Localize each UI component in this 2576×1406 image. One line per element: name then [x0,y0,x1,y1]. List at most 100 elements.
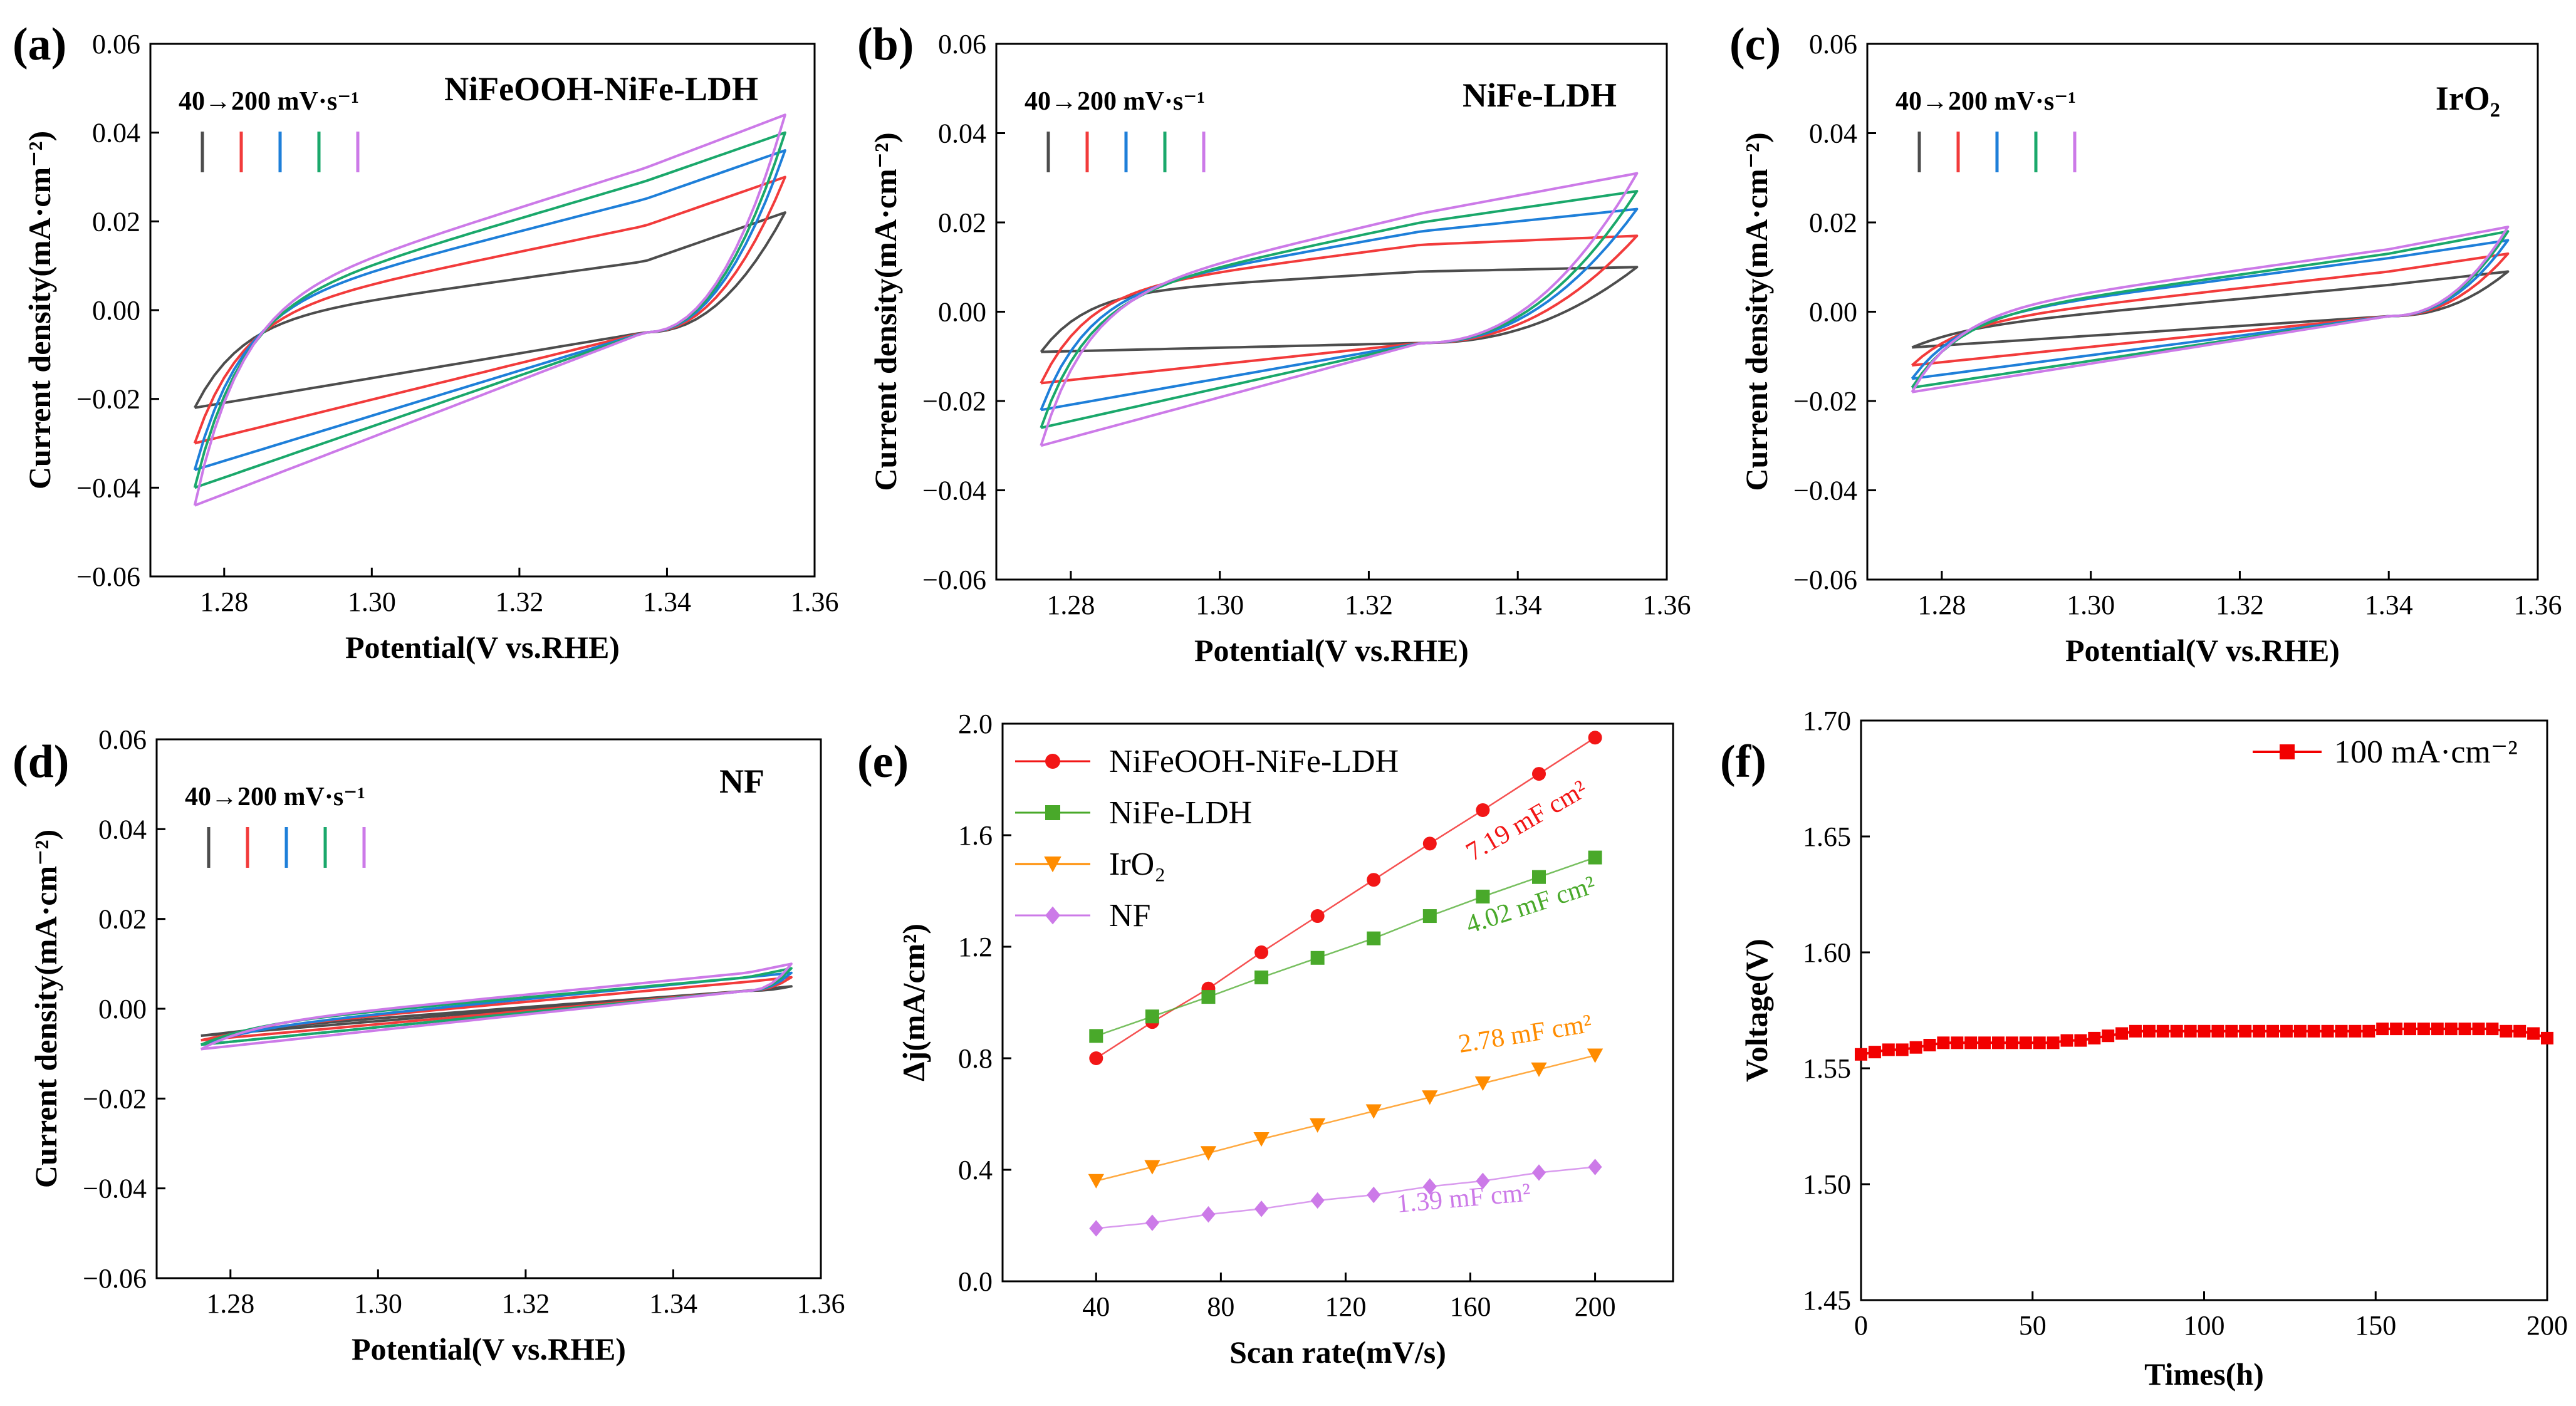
e-y-tick-label: 0.0 [958,1266,993,1297]
f-point-22 [2156,1024,2169,1038]
e-legend-marker-1 [1045,805,1060,820]
f-y-tick-label: 1.50 [1803,1169,1851,1200]
f-point-16 [2074,1034,2087,1047]
f-legend-label: 100 mA·cm⁻² [2334,734,2518,770]
f-point-27 [2225,1024,2238,1038]
c-cv-curve-200-mV-s [1911,226,2510,393]
c-y-tick-label: −0.06 [1793,565,1857,595]
f-point-13 [2033,1036,2046,1049]
f-point-14 [2047,1036,2060,1049]
f-point-39 [2390,1023,2403,1036]
f-point-42 [2431,1023,2444,1036]
b-cv-curve-160-mV-s [1040,190,1639,429]
d-y-tick-label: 0.02 [98,904,147,935]
e-point-0-8 [1532,767,1546,781]
e-point-2-2 [1200,1146,1217,1161]
e-point-3-6 [1422,1178,1437,1195]
f-x-tick-label: 100 [2184,1310,2225,1341]
f-point-37 [2362,1024,2375,1038]
e-point-0-3 [1254,945,1269,959]
d-y-tick-label: −0.06 [83,1263,147,1294]
d-y-tick-label: −0.04 [83,1174,147,1204]
e-fit-line-1 [1095,857,1596,1037]
f-point-15 [2060,1034,2073,1047]
f-panel-letter: (f) [1720,736,1766,788]
panel-d: 1.28 1.30 1.32 1.34 1.36 −0.06 −0.04 −0.02 0.00 0… [13,724,845,1367]
b-y-axis-title: Current density(mA·cm⁻²) [868,132,903,491]
b-x-tick-label: 1.28 [1046,590,1095,620]
b-x-tick-label: 1.32 [1345,590,1393,620]
b-cv-curve-200-mV-s [1040,172,1639,447]
a-y-tick-label: −0.06 [76,561,140,592]
d-cv-curve-40-mV-s [201,985,793,1037]
a-y-tick-label: 0.00 [92,295,140,326]
f-point-2 [1882,1043,1895,1056]
e-x-tick-label: 120 [1325,1291,1366,1322]
f-point-19 [2115,1027,2129,1040]
e-point-1-2 [1201,990,1216,1004]
f-x-tick-label: 200 [2526,1310,2568,1341]
e-point-1-5 [1367,931,1381,945]
c-y-tick-label: 0.00 [1809,297,1857,328]
b-y-tick-label: 0.02 [938,207,986,238]
e-point-1-7 [1476,889,1490,903]
f-point-12 [2019,1036,2032,1049]
d-panel-letter: (d) [13,736,69,788]
f-point-49 [2527,1027,2540,1040]
f-point-17 [2088,1031,2101,1044]
c-y-tick-label: 0.02 [1809,207,1857,238]
a-y-tick-label: −0.02 [76,384,140,415]
e-y-tick-label: 0.8 [958,1043,993,1074]
d-y-axis-title: Current density(mA·cm⁻²) [28,830,63,1188]
a-cv-curve-160-mV-s [193,131,786,489]
d-x-tick-label: 1.32 [501,1288,550,1319]
a-y-tick-label: −0.04 [76,472,140,503]
c-x-tick-label: 1.30 [2067,590,2115,620]
d-x-tick-label: 1.36 [797,1288,845,1319]
f-y-tick-label: 1.60 [1803,937,1851,968]
f-point-3 [1895,1043,1909,1056]
f-point-34 [2321,1024,2334,1038]
b-panel-letter: (b) [857,19,914,70]
a-x-tick-label: 1.34 [643,586,691,617]
f-point-30 [2266,1024,2279,1038]
e-point-0-9 [1588,731,1602,745]
e-point-0-0 [1089,1051,1103,1065]
e-y-axis-title: Δj(mA/cm²) [896,924,931,1081]
e-point-2-0 [1088,1174,1104,1189]
b-cv-curve-120-mV-s [1040,207,1639,412]
panel-c: 1.28 1.30 1.32 1.34 1.36 −0.06 −0.04 −0.02 0.00 0… [1729,19,2562,668]
f-point-20 [2129,1024,2142,1038]
d-cv-curve-160-mV-s [200,967,793,1046]
f-point-29 [2253,1024,2266,1038]
f-point-45 [2472,1023,2485,1036]
e-point-1-8 [1532,870,1546,884]
f-point-33 [2307,1024,2320,1038]
c-x-tick-label: 1.34 [2365,590,2413,620]
d-x-tick-label: 1.30 [354,1288,402,1319]
e-point-0-4 [1310,909,1325,924]
f-y-tick-label: 1.65 [1803,821,1851,852]
c-x-tick-label: 1.36 [2514,590,2562,620]
panels: 1.28 1.30 1.32 1.34 1.36 −0.06 −0.04 −0.02 0.00 0… [13,19,2568,1392]
b-x-tick-label: 1.34 [1494,590,1542,620]
d-x-axis-title: Potential(V vs.RHE) [352,1331,626,1367]
a-cv-curve-200-mV-s [193,113,786,507]
c-cv-curve-120-mV-s [1911,239,2510,380]
b-y-tick-label: −0.02 [922,386,986,417]
e-point-2-9 [1587,1048,1603,1063]
c-cv-curve-40-mV-s [1911,270,2510,349]
e-point-1-6 [1422,909,1437,924]
f-legend-marker [2280,744,2295,759]
d-y-tick-label: 0.04 [98,814,147,845]
e-point-2-6 [1422,1090,1438,1105]
b-y-tick-label: 0.04 [938,118,986,149]
e-fit-line-2 [1095,1054,1595,1182]
f-point-5 [1923,1039,1936,1051]
e-point-3-8 [1532,1164,1546,1181]
a-cv-curve-120-mV-s [193,149,786,471]
f-point-24 [2184,1024,2197,1038]
b-x-tick-label: 1.36 [1643,590,1691,620]
e-point-2-3 [1253,1132,1270,1147]
